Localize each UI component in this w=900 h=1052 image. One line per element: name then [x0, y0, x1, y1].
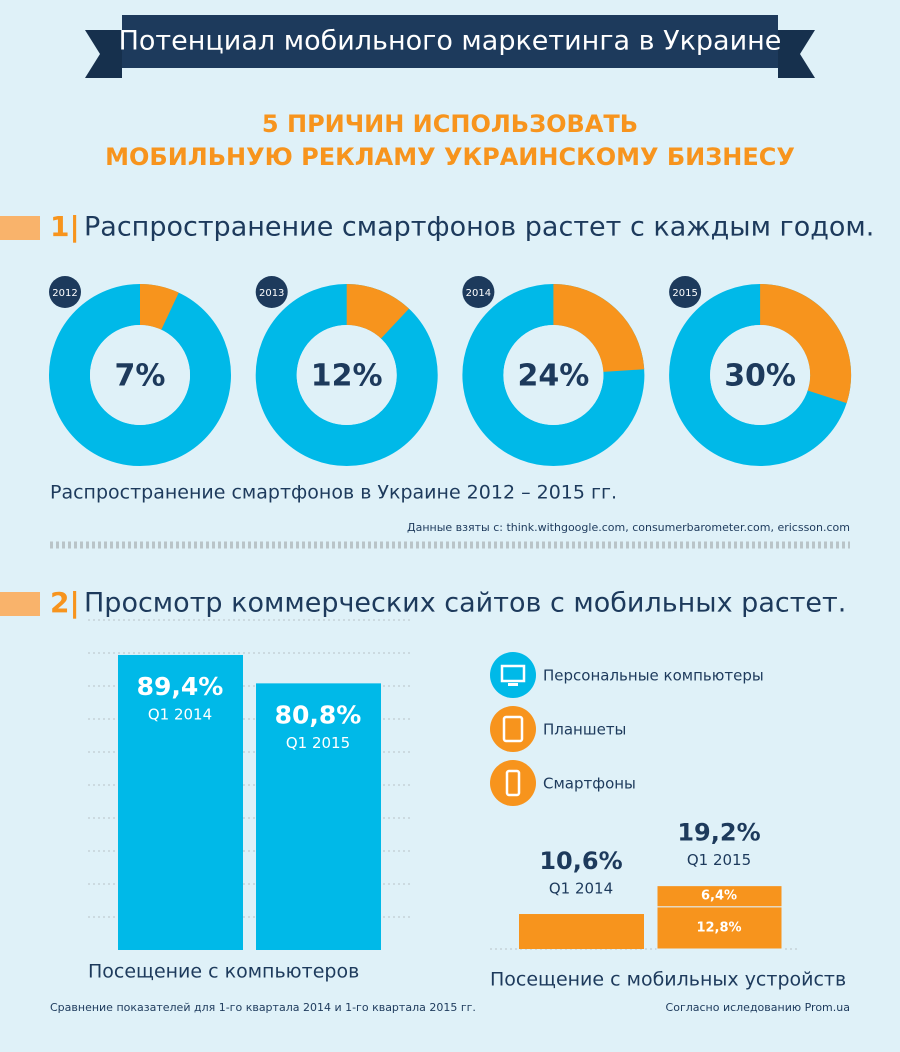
bar-segment: [656, 906, 783, 950]
donut-label: 30%: [724, 359, 796, 394]
icon-device: [502, 715, 524, 743]
category-label: Q1 2014: [549, 880, 613, 898]
section-number: 2|: [50, 586, 80, 619]
chart-caption: Распространение смартфонов в Украине 201…: [50, 482, 617, 504]
segment-label: 6,4%: [701, 889, 737, 904]
chart-caption: Посещение с мобильных устройств: [490, 969, 846, 991]
donut-segment: [346, 284, 409, 339]
donut-hole: [503, 325, 604, 425]
ribbon-left: [85, 30, 122, 78]
headline: 5 ПРИЧИН ИСПОЛЬЗОВАТЬ: [262, 110, 638, 138]
year-badge: [49, 276, 81, 308]
year-label: 2014: [466, 288, 491, 299]
donut-segment: [760, 284, 852, 404]
total-label: 19,2%: [677, 819, 760, 847]
legend-label: Планшеты: [543, 721, 626, 739]
year-label: 2012: [52, 288, 77, 299]
legend-icon: [490, 652, 536, 698]
section-title: Распространение смартфонов растет с кажд…: [84, 212, 874, 243]
section-number: 1|: [50, 210, 80, 243]
icon-screen: [500, 664, 526, 683]
section-title: Просмотр коммерческих сайтов с мобильных…: [84, 588, 846, 619]
ribbon-right: [778, 30, 815, 78]
donut-hole: [710, 325, 811, 425]
donut-hole: [90, 325, 190, 425]
section-marker: [0, 592, 40, 616]
bar: [118, 654, 243, 950]
category-label: Q1 2015: [687, 851, 751, 869]
year-badge: [462, 276, 495, 308]
year-label: 2013: [259, 288, 284, 299]
donut-label: 7%: [115, 359, 166, 394]
bar-segment: [656, 885, 783, 908]
value-label: 80,8%: [275, 700, 362, 729]
footnote: Согласно иследованию Prom.ua: [666, 1001, 850, 1014]
icon-stand: [508, 683, 518, 686]
category-label: Q1 2015: [286, 734, 350, 752]
donut-hole: [296, 325, 397, 425]
donut-segment: [553, 284, 645, 372]
legend-label: Смартфоны: [543, 775, 636, 793]
year-label: 2015: [672, 288, 697, 299]
legend-icon: [490, 760, 536, 806]
source: Данные взяты с: think.withgoogle.com, co…: [407, 521, 850, 534]
donut-segment: [140, 284, 179, 330]
category-label: Q1 2014: [148, 705, 212, 723]
chart-caption: Посещение с компьютеров: [88, 961, 359, 983]
section-marker: [0, 216, 40, 240]
legend-icon: [490, 706, 536, 752]
bar: [256, 683, 381, 950]
icon-device: [505, 769, 521, 797]
donut-label: 12%: [311, 359, 383, 394]
headline: МОБИЛЬНУЮ РЕКЛАМУ УКРАИНСКОМУ БИЗНЕСУ: [105, 143, 795, 171]
year-badge: [255, 276, 288, 308]
value-label: 89,4%: [137, 672, 224, 701]
footnote: Сравнение показателей для 1-го квартала …: [50, 1001, 476, 1014]
year-badge: [669, 276, 702, 308]
banner: [122, 15, 778, 68]
segment-label: 12,8%: [696, 920, 741, 935]
banner-title: Потенциал мобильного маркетинга в Украин…: [119, 26, 782, 57]
donut-label: 24%: [517, 359, 589, 394]
legend-label: Персональные компьютеры: [543, 667, 764, 685]
bar: [519, 914, 644, 949]
total-label: 10,6%: [539, 847, 622, 875]
